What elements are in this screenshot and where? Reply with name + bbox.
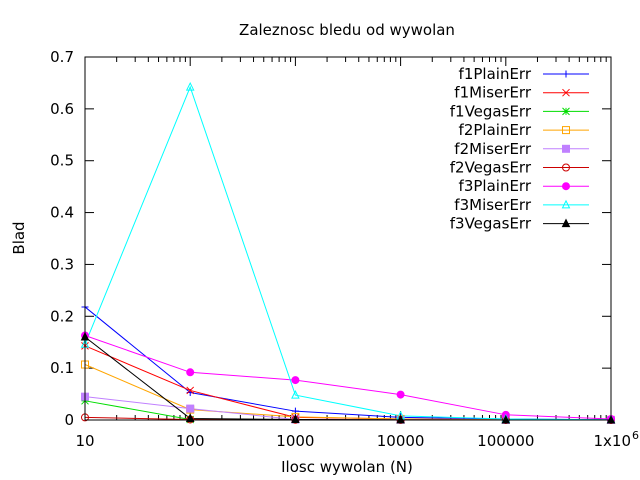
x-tick-label: 100000	[477, 432, 534, 450]
data-point	[291, 414, 300, 423]
series-lines	[84, 85, 612, 421]
series-points-f3PlainErr	[81, 331, 615, 423]
x-tick-label: 100	[176, 432, 205, 450]
legend-label: f1MiserErr	[454, 84, 532, 102]
series-line-f1MiserErr	[84, 345, 612, 421]
legend-label: f3MiserErr	[454, 196, 532, 214]
data-point	[501, 414, 511, 424]
legend: f1PlainErrf1MiserErrf1VegasErrf2PlainErr…	[450, 65, 589, 233]
y-tick-label: 0.1	[50, 359, 74, 377]
legend-swatch-marker	[562, 163, 570, 172]
data-point	[186, 404, 195, 413]
series-points-f3MiserErr	[80, 81, 616, 424]
data-point	[186, 368, 195, 377]
data-point	[186, 386, 195, 395]
y-tick-label: 0	[64, 411, 74, 429]
series-line-f3VegasErr	[84, 336, 611, 421]
legend-swatch-marker	[561, 218, 571, 228]
legend-swatch-marker	[562, 107, 570, 116]
series-line-f3PlainErr	[84, 334, 612, 420]
legend-swatch-marker	[561, 199, 571, 209]
legend-item: f3PlainErr	[459, 177, 589, 195]
x-tick-label: 1x10	[593, 432, 631, 450]
legend-label: f2PlainErr	[459, 121, 532, 139]
chart-title: Zaleznosc bledu od wywolan	[239, 21, 455, 39]
legend-label: f1VegasErr	[450, 102, 532, 120]
legend-label: f2VegasErr	[450, 159, 532, 177]
legend-label: f3VegasErr	[450, 215, 532, 233]
x-tick-label: 10000	[377, 432, 425, 450]
legend-item: f2MiserErr	[454, 140, 589, 158]
data-point	[291, 389, 300, 399]
legend-item: f3VegasErr	[450, 215, 589, 233]
legend-swatch-marker	[562, 144, 570, 153]
axis-ticks: 10 100 1000 10000 100000 1x10 6 0 0.1 0.2 0.3 0.4 0.…	[50, 48, 639, 450]
legend-swatch-marker	[562, 182, 570, 191]
x-tick-label: 1000	[276, 432, 314, 450]
y-tick-label: 0.3	[50, 255, 74, 273]
legend-swatch-marker	[562, 126, 570, 135]
data-point	[185, 81, 195, 91]
data-point	[396, 414, 405, 424]
legend-swatch-marker	[562, 70, 570, 78]
legend-label: f2MiserErr	[454, 140, 532, 158]
y-tick-label: 0.4	[50, 204, 74, 222]
legend-label: f1PlainErr	[459, 65, 532, 83]
y-tick-label: 0.5	[50, 152, 74, 170]
y-tick-label: 0.2	[50, 307, 74, 325]
legend-item: f3MiserErr	[454, 196, 589, 214]
legend-item: f1PlainErr	[459, 65, 589, 83]
x-tick-label-exponent: 6	[632, 429, 639, 442]
y-tick-label: 0.7	[50, 48, 74, 66]
series-line-f2PlainErr	[84, 364, 612, 421]
series-line-f2MiserErr	[84, 396, 612, 421]
plot-frame	[84, 56, 612, 421]
legend-item: f1VegasErr	[450, 102, 589, 120]
series-markers	[80, 81, 616, 424]
x-tick-label: 10	[75, 432, 94, 450]
legend-swatch-marker	[562, 88, 570, 97]
data-point	[396, 390, 405, 399]
y-axis-title: Blad	[10, 221, 28, 254]
series-points-f1MiserErr	[81, 341, 615, 424]
y-tick-label: 0.6	[50, 100, 74, 118]
legend-item: f2PlainErr	[459, 121, 589, 139]
legend-item: f1MiserErr	[454, 84, 589, 102]
series-line-f3MiserErr	[84, 85, 612, 421]
legend-item: f2VegasErr	[450, 159, 589, 177]
legend-label: f3PlainErr	[459, 177, 532, 195]
series-line-f1VegasErr	[84, 400, 611, 421]
x-axis-title: Ilosc wywolan (N)	[281, 458, 413, 476]
data-point	[291, 376, 300, 385]
